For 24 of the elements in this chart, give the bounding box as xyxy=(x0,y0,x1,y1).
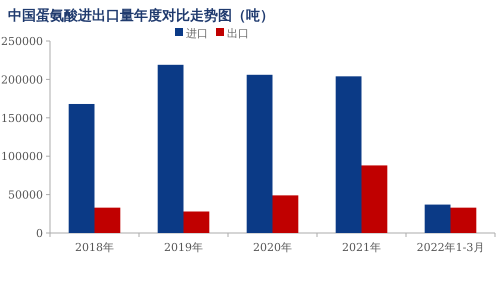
bar xyxy=(424,204,450,233)
bar xyxy=(94,208,120,233)
y-tick-label: 100000 xyxy=(1,150,43,164)
legend-label: 进口 xyxy=(186,27,208,40)
x-tick-label: 2020年 xyxy=(253,241,292,254)
x-tick-label: 2021年 xyxy=(342,241,381,254)
bar xyxy=(158,64,184,233)
y-tick-label: 0 xyxy=(36,227,43,240)
y-tick-label: 200000 xyxy=(1,73,43,86)
y-tick-label: 150000 xyxy=(1,112,43,125)
x-tick-label: 2018年 xyxy=(75,241,114,254)
y-tick-label: 250000 xyxy=(1,35,43,48)
chart-title: 中国蛋氨酸进出口量年度对比走势图（吨） xyxy=(8,7,274,24)
bar xyxy=(246,74,272,233)
x-tick-label: 2019年 xyxy=(164,241,203,254)
bar xyxy=(68,104,94,233)
bar xyxy=(362,165,388,233)
bar xyxy=(336,76,362,233)
legend-label: 出口 xyxy=(227,27,249,40)
x-tick-label: 2022年1-3月 xyxy=(416,241,484,254)
bar xyxy=(272,195,298,233)
y-tick-label: 50000 xyxy=(8,188,43,202)
bar xyxy=(184,211,210,233)
bar xyxy=(450,208,476,233)
